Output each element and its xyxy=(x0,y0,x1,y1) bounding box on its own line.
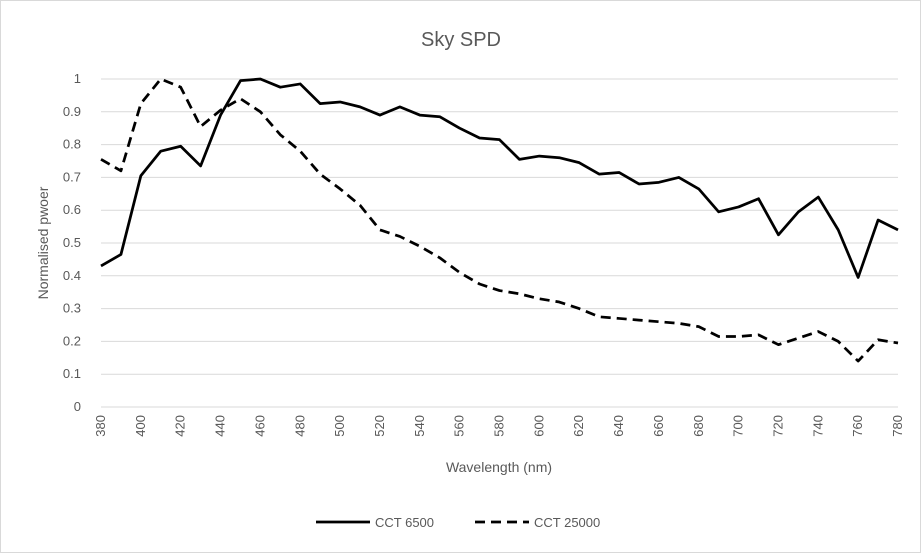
x-tick-label: 420 xyxy=(173,415,188,437)
y-axis-ticks: 0 0.1 0.2 0.3 0.4 0.5 0.6 0.7 0.8 0.9 1 xyxy=(63,71,81,414)
x-tick-label: 440 xyxy=(213,415,228,437)
x-tick-label: 460 xyxy=(252,415,267,437)
x-tick-label: 620 xyxy=(571,415,586,437)
y-tick-label: 0.9 xyxy=(63,104,81,119)
x-tick-label: 600 xyxy=(531,415,546,437)
y-tick-label: 0.5 xyxy=(63,235,81,250)
x-axis-ticks: 380 400 420 440 460 480 500 520 540 560 580 600 620 6… xyxy=(93,415,905,437)
y-tick-label: 0.4 xyxy=(63,268,81,283)
y-tick-label: 0.6 xyxy=(63,202,81,217)
series-line-1 xyxy=(100,77,899,363)
y-tick-label: 1 xyxy=(74,71,81,86)
x-tick-label: 700 xyxy=(731,415,746,437)
legend-label: CCT 25000 xyxy=(534,515,600,530)
y-tick-label: 0.3 xyxy=(63,301,81,316)
x-tick-label: 500 xyxy=(332,415,347,437)
y-tick-label: 0.2 xyxy=(63,333,81,348)
legend-label: CCT 6500 xyxy=(375,515,434,530)
x-tick-label: 540 xyxy=(412,415,427,437)
x-tick-label: 520 xyxy=(372,415,387,437)
x-tick-label: 380 xyxy=(93,415,108,437)
legend: CCT 6500 CCT 25000 xyxy=(316,515,600,530)
series-line-0 xyxy=(100,77,899,279)
x-tick-label: 560 xyxy=(452,415,467,437)
x-tick-label: 480 xyxy=(292,415,307,437)
x-tick-label: 660 xyxy=(651,415,666,437)
x-tick-label: 580 xyxy=(492,415,507,437)
x-tick-label: 740 xyxy=(810,415,825,437)
y-tick-label: 0 xyxy=(74,399,81,414)
x-tick-label: 680 xyxy=(691,415,706,437)
series-lines xyxy=(100,77,899,363)
x-tick-label: 720 xyxy=(770,415,785,437)
x-tick-label: 760 xyxy=(850,415,865,437)
x-tick-label: 780 xyxy=(890,415,905,437)
x-tick-label: 400 xyxy=(133,415,148,437)
y-tick-label: 0.7 xyxy=(63,169,81,184)
y-tick-label: 0.8 xyxy=(63,137,81,152)
chart-title: Sky SPD xyxy=(421,29,501,51)
gridlines xyxy=(101,78,898,375)
x-tick-label: 640 xyxy=(611,415,626,437)
x-axis-title: Wavelength (nm) xyxy=(446,459,552,475)
y-axis-title: Normalised pwoer xyxy=(35,186,51,299)
y-tick-label: 0.1 xyxy=(63,366,81,381)
